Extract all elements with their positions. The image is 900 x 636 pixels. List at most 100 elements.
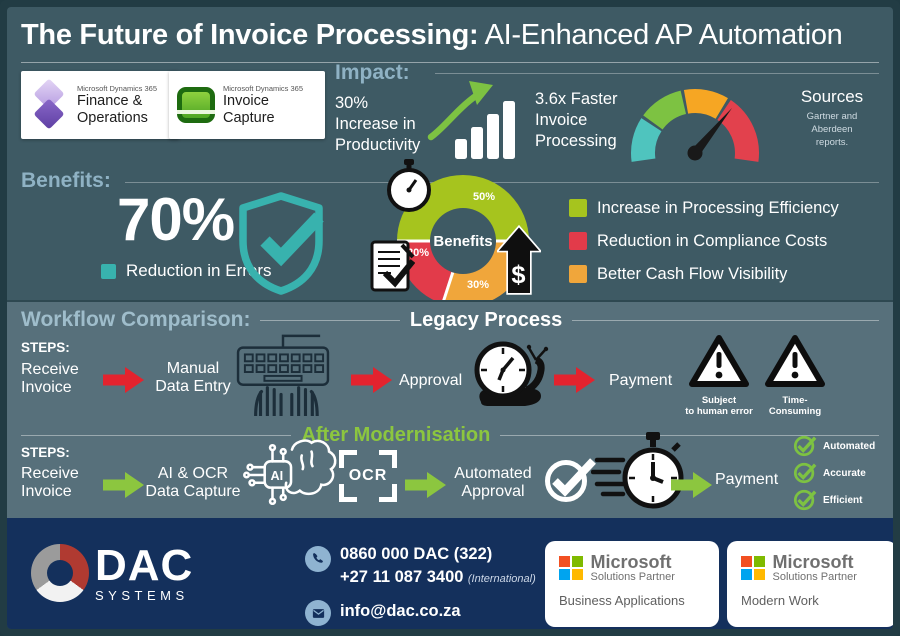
legend-label: Better Cash Flow Visibility (597, 264, 788, 283)
green-arrow-icon (671, 472, 712, 498)
invoice-checklist-icon (370, 240, 415, 292)
dac-logo-mark-icon (31, 544, 89, 602)
legend-item: Increase in Processing Efficiency (569, 195, 839, 221)
ms-brand: Microsoft (590, 552, 672, 572)
phone-glyph-icon (312, 552, 323, 563)
ms-partner-card-modern-work: Microsoft Solutions Partner Modern Work (727, 541, 893, 627)
warning-triangle-icon (689, 335, 749, 387)
ms-square-yellow (571, 568, 583, 580)
email-icon (305, 600, 331, 626)
modern-step-payment: Payment (715, 471, 779, 488)
green-arrow-icon (405, 472, 446, 498)
ms-program: Solutions Partner (772, 571, 857, 583)
svg-text:$: $ (511, 261, 525, 289)
red-arrow-icon (554, 367, 595, 393)
legend-label: Increase in Processing Efficiency (597, 198, 839, 217)
red-arrow-icon (103, 367, 144, 393)
ms-partner-header: Microsoft Solutions Partner (559, 553, 705, 583)
legacy-steps-label: STEPS: (21, 340, 70, 355)
legacy-step-receive: Receive Invoice (21, 361, 79, 397)
ms-partner-area: Business Applications (559, 593, 685, 608)
modern-steps-label: STEPS: (21, 445, 70, 460)
workflow-section: Workflow Comparison: Legacy Process STEP… (7, 300, 893, 520)
product-name: Invoice Capture (223, 92, 275, 126)
ocr-scan-icon: OCR (339, 450, 397, 502)
phone-icon (305, 546, 331, 572)
diamond-dark (33, 98, 65, 130)
benefits-stat-value: 70% (117, 186, 235, 253)
slice-label-orange: 30% (467, 279, 490, 291)
divider-line (572, 319, 879, 321)
white-check-circle-icon (545, 458, 596, 502)
microsoft-logo-icon (741, 556, 765, 580)
product-card-invoice-text: Microsoft Dynamics 365 Invoice Capture (223, 84, 303, 126)
divider-line (21, 435, 292, 436)
ai-brain-circuit-icon: AI (243, 439, 337, 506)
product-card-finance-text: Microsoft Dynamics 365 Finance & Operati… (77, 84, 157, 126)
warning-triangle-icon (765, 335, 825, 387)
legend-item: Better Cash Flow Visibility (569, 261, 839, 287)
benefits-stat-row: Reduction in Errors (101, 261, 272, 281)
workflow-header-row: Workflow Comparison: Legacy Process (21, 308, 879, 332)
warning-label: Subject to human error (685, 395, 753, 418)
green-check-badge-icon (793, 462, 817, 484)
sources-title: Sources (800, 87, 864, 106)
ms-partner-text: Microsoft Solutions Partner (591, 553, 675, 583)
tag-item: Efficient (793, 488, 875, 512)
modern-benefit-tags: Automated Accurate Efficient (793, 434, 875, 515)
dynamics-finance-icon (29, 78, 69, 130)
product-card-invoice: Microsoft Dynamics 365 Invoice Capture (169, 71, 325, 139)
modern-step-approval: Automated Approval (454, 465, 532, 501)
legacy-step-manual-entry: Manual Data Entry (155, 360, 231, 396)
tag-label: Efficient (823, 494, 863, 506)
legend-item: Reduction in Compliance Costs (569, 228, 839, 254)
dac-logo-subtext: SYSTEMS (95, 588, 189, 603)
keyboard-typing-icon (236, 334, 330, 416)
divider-line (260, 319, 400, 321)
product-name: Finance & Operations (77, 92, 148, 126)
warning-human-error: Subject to human error (683, 332, 755, 418)
page-title-strong: The Future of Invoice Processing: (21, 19, 479, 51)
ms-square-red (741, 556, 752, 568)
warning-label: Time- Consuming (768, 395, 822, 418)
teal-bullet-square (101, 263, 116, 279)
dollar-arrow-up-icon: $ (497, 225, 541, 295)
dac-logo: DAC SYSTEMS (31, 544, 193, 603)
ms-square-blue (741, 568, 752, 580)
ocr-corner (339, 450, 357, 468)
legend-swatch-orange (569, 265, 587, 283)
phone-number-primary: 0860 000 DAC (322) (340, 545, 493, 563)
benefits-legend: Increase in Processing Efficiency Reduct… (569, 195, 839, 294)
dac-logo-text-wrap: DAC SYSTEMS (95, 541, 194, 604)
slow-clock-snail-icon (474, 341, 549, 406)
modernisation-header-row: After Modernisation (21, 424, 879, 447)
ms-partner-header: Microsoft Solutions Partner (741, 553, 883, 583)
product-card-finance: Microsoft Dynamics 365 Finance & Operati… (21, 71, 179, 139)
page-title-light: AI-Enhanced AP Automation (478, 19, 843, 51)
product-brand: Microsoft Dynamics 365 (223, 83, 304, 93)
ms-brand: Microsoft (772, 552, 854, 572)
legacy-step-payment: Payment (609, 372, 673, 389)
tag-item: Accurate (793, 461, 875, 485)
dac-logo-text: DAC (95, 541, 194, 590)
divider-line (500, 435, 879, 436)
microsoft-logo-icon (559, 556, 583, 580)
scan-line (177, 110, 215, 114)
benefits-heading: Benefits: (21, 169, 111, 192)
green-check-badge-icon (793, 489, 817, 511)
ms-program: Solutions Partner (590, 571, 675, 583)
green-arrow-icon (103, 472, 144, 498)
modern-step-receive: Receive Invoice (21, 465, 79, 501)
ocr-corner (339, 484, 357, 502)
warning-time-consuming: Time- Consuming (759, 332, 831, 418)
ai-chip-label: AI (271, 469, 284, 483)
ms-partner-card-business-apps: Microsoft Solutions Partner Business App… (545, 541, 719, 627)
sources-block: Sources Gartner and Aberdeen reports. (782, 87, 882, 149)
shield-check-icon (239, 192, 324, 295)
legend-swatch-red (569, 232, 587, 250)
envelope-glyph-icon (312, 608, 324, 618)
slice-label-green: 50% (473, 191, 496, 203)
speedometer-gauge-icon (631, 89, 759, 162)
legacy-step-approval: Approval (399, 372, 463, 389)
